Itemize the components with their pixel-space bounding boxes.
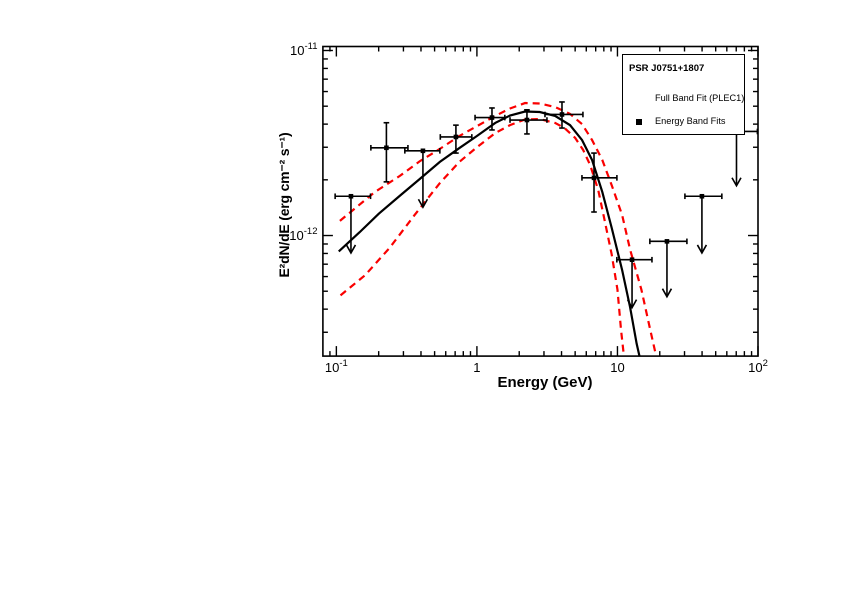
data-point bbox=[404, 148, 441, 209]
legend-box: PSR J0751+1807 Full Band Fit (PLEC1) Ene… bbox=[622, 54, 745, 135]
square-marker-icon bbox=[384, 145, 389, 151]
y-axis-label: E²dN/dE (erg cm⁻² s⁻¹) bbox=[276, 132, 292, 278]
square-marker-icon bbox=[559, 112, 565, 117]
data-point bbox=[334, 193, 372, 255]
square-marker-icon bbox=[629, 257, 635, 263]
data-point bbox=[370, 121, 409, 183]
legend-title: PSR J0751+1807 bbox=[629, 63, 705, 74]
x-tick-label: 1 bbox=[473, 360, 480, 375]
plot-frame bbox=[322, 45, 759, 357]
square-marker-icon bbox=[664, 239, 670, 244]
x-tick-label: 10 bbox=[610, 360, 624, 375]
square-marker-icon bbox=[524, 117, 530, 123]
data-point bbox=[544, 101, 584, 129]
y-tick-label: 10-11 bbox=[290, 41, 318, 58]
legend-entry-label: Full Band Fit (PLEC1) bbox=[655, 93, 745, 103]
square-marker-icon bbox=[699, 193, 705, 199]
data-point bbox=[474, 107, 506, 131]
legend-entry-full-band-fit: Full Band Fit (PLEC1) bbox=[629, 92, 744, 104]
data-point bbox=[616, 256, 653, 310]
uncertainty-curve bbox=[339, 101, 658, 356]
axis-ticks bbox=[322, 46, 759, 357]
x-axis-label: Energy (GeV) bbox=[497, 374, 593, 391]
fit-curve bbox=[338, 110, 641, 357]
data-point bbox=[717, 128, 759, 188]
data-point bbox=[509, 109, 548, 135]
legend-entry-energy-band-fits: Energy Band Fits bbox=[629, 115, 744, 127]
data-point bbox=[684, 193, 723, 255]
arrow-head-icon bbox=[731, 177, 742, 188]
square-marker-icon bbox=[591, 175, 597, 181]
y-tick-label: 10-12 bbox=[289, 226, 317, 243]
data-point bbox=[439, 124, 473, 154]
data-points bbox=[334, 101, 759, 310]
arrow-head-icon bbox=[417, 198, 429, 209]
square-marker-icon bbox=[489, 115, 495, 120]
data-point bbox=[649, 238, 688, 299]
square-marker-icon bbox=[348, 193, 354, 199]
legend-entry-label: Energy Band Fits bbox=[655, 116, 726, 126]
arrow-head-icon bbox=[626, 299, 638, 310]
square-marker-icon bbox=[420, 148, 426, 154]
x-tick-label: 102 bbox=[748, 358, 768, 375]
uncertainty-curve bbox=[339, 117, 625, 356]
x-tick-label: 10-1 bbox=[325, 358, 348, 375]
arrow-head-icon bbox=[696, 244, 708, 255]
data-point bbox=[581, 152, 618, 213]
arrow-head-icon bbox=[661, 288, 673, 299]
arrow-head-icon bbox=[345, 244, 357, 255]
square-marker-icon bbox=[453, 134, 459, 140]
